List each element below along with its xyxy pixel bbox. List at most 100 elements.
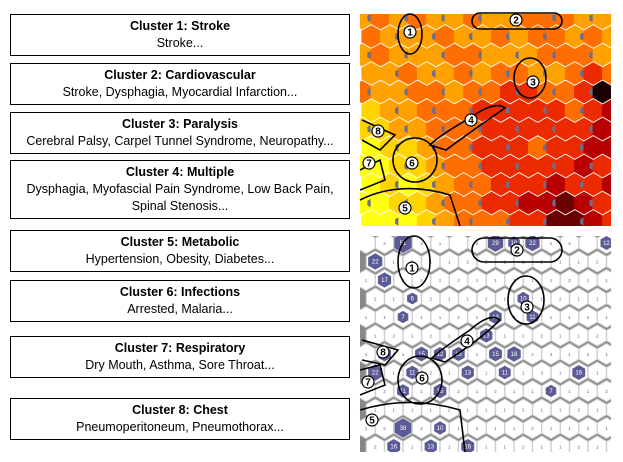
marker-circle [415, 371, 429, 385]
cluster-title: Cluster 4: Multiple [125, 165, 235, 179]
cluster-title: Cluster 5: Metabolic [120, 235, 240, 249]
marker-label: 6 [419, 374, 425, 385]
hit-cell [596, 379, 611, 403]
marker-label: 5 [369, 416, 375, 427]
heat-cell [546, 210, 567, 226]
heat-cell [592, 117, 611, 141]
hit-count: 2 [587, 315, 590, 320]
heat-cell [518, 154, 539, 178]
heat-cell [426, 14, 446, 30]
heat-cell [370, 80, 391, 104]
hit-count: 15 [437, 389, 444, 395]
hit-count: 10 [437, 426, 444, 432]
heat-cell [398, 99, 419, 122]
hit-count: 1 [448, 445, 451, 450]
hit-count: 1 [513, 389, 516, 394]
cluster-title: Cluster 3: Paralysis [121, 117, 239, 131]
hit-count: 1 [392, 297, 395, 302]
hit-marker [387, 439, 401, 452]
hit-count: 1 [559, 334, 562, 339]
hit-count: 1 [531, 389, 534, 394]
hit-count: 1 [522, 371, 525, 376]
heat-cell [555, 117, 576, 141]
hit-count: 17 [381, 278, 388, 284]
hit-marker [368, 253, 383, 270]
hit-count: 2 [383, 241, 386, 246]
hit-count: 2 [494, 389, 497, 394]
hit-count: 3 [420, 241, 423, 246]
cluster-title: Cluster 6: Infections [119, 285, 241, 299]
heat-cell [444, 43, 465, 67]
hit-map: 2513142910221212221211221121121117312211… [360, 236, 611, 452]
heat-cell [601, 25, 611, 48]
marker-circle [362, 156, 376, 170]
hit-count: 2 [374, 297, 377, 302]
hit-count: 1 [605, 278, 608, 283]
heat-cell [546, 62, 567, 85]
hit-count: 13 [455, 352, 462, 358]
heat-cell [463, 14, 483, 30]
hit-count: 22 [372, 260, 379, 266]
cluster-terms: Arrested, Malaria... [127, 302, 233, 316]
hit-marker [487, 236, 504, 252]
hit-count: 2 [587, 352, 590, 357]
heat-cell [472, 136, 493, 159]
heat-cell [555, 191, 576, 215]
hit-count: 4 [476, 241, 479, 246]
heat-cell [601, 210, 611, 226]
hit-count: 22 [372, 371, 379, 377]
hit-count: 1 [411, 445, 414, 450]
heat-cell [361, 99, 382, 122]
heat-cell [509, 99, 530, 122]
hit-cell [596, 305, 611, 329]
hit-count: 1 [550, 278, 553, 283]
hit-count: 1 [476, 278, 479, 283]
hit-count: 1 [466, 408, 469, 413]
hit-cell [606, 327, 611, 344]
hit-count: 29 [492, 241, 499, 247]
hit-count: 2 [522, 445, 525, 450]
hit-count: 2 [383, 426, 386, 431]
hit-count: 15 [418, 352, 425, 358]
hit-marker [434, 421, 446, 435]
hit-count: 1 [448, 297, 451, 302]
hit-count: 1 [559, 371, 562, 376]
marker-label: 2 [513, 16, 519, 27]
hit-marker [545, 384, 557, 398]
heat-cell [601, 62, 611, 85]
hit-count: 1 [439, 315, 442, 320]
hit-count: 1 [503, 445, 506, 450]
hit-count: 2 [429, 371, 432, 376]
hit-count: 1 [587, 389, 590, 394]
heat-cell [481, 43, 502, 67]
heat-cell [601, 99, 611, 122]
cluster-terms: Stroke... [156, 36, 204, 50]
marker-label: 1 [407, 28, 413, 39]
hit-marker [406, 365, 419, 380]
hit-marker [461, 365, 474, 380]
hit-count: 16 [390, 445, 397, 451]
hit-count: 11 [502, 371, 509, 377]
hit-count: 1 [540, 408, 543, 413]
heat-cell [546, 136, 567, 159]
heat-cell [555, 154, 576, 178]
cluster-box: Cluster 8: Chest Pneumoperitoneum, Pneumo… [10, 398, 350, 440]
hit-count: 2 [540, 334, 543, 339]
heat-cell [509, 210, 530, 226]
marker-label: 6 [409, 159, 415, 170]
heat-cell [407, 80, 428, 104]
hit-marker [600, 236, 611, 250]
heat-cell [509, 136, 530, 159]
hit-count: 1 [550, 241, 553, 246]
hit-cell [448, 236, 469, 255]
heat-cell [444, 154, 465, 178]
hit-count: 2 [429, 297, 432, 302]
hit-count: 1 [550, 315, 553, 320]
hit-count: 2 [568, 241, 571, 246]
hit-count: 2 [466, 260, 469, 265]
hit-count: 2 [596, 260, 599, 265]
marker-circle [460, 334, 474, 348]
